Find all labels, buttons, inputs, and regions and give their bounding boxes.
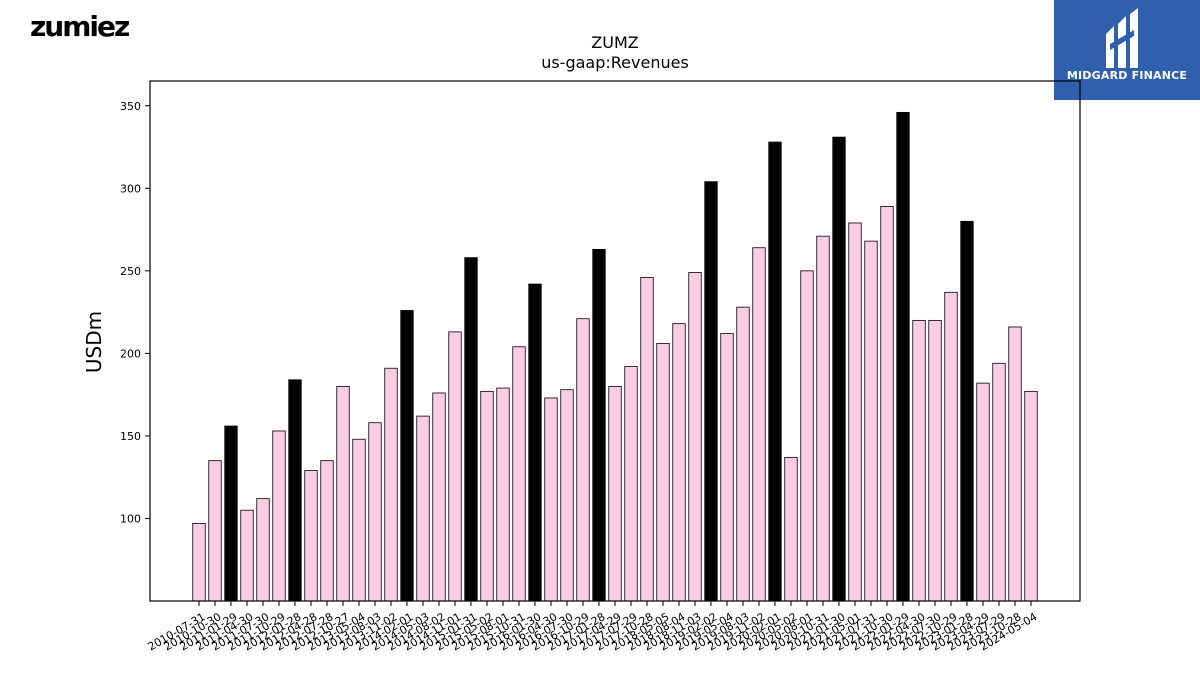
y-tick-label: 200 [120,347,141,360]
bar-2022-07-30 [928,319,942,602]
bar-2015-05-02 [480,390,494,602]
y-axis: 100 150 200 250 300 350 [120,100,150,525]
bar-2016-01-30 [528,283,542,602]
bar-2012-07-28 [320,460,334,602]
bar-2014-02-01 [400,310,414,602]
bar-2017-10-28 [640,277,654,602]
bar-2022-04-30 [912,319,926,602]
bar-2012-01-28 [288,379,302,602]
chart-title: ZUMZ [591,33,638,52]
bar-2021-07-31 [864,240,878,602]
bar-2023-07-29 [992,362,1006,602]
bar-2018-08-04 [672,323,686,602]
bar-2013-05-04 [352,438,366,602]
bar-2021-05-01 [848,222,862,602]
midgard-finance-emblem-icon [1106,8,1138,68]
bar-2023-04-29 [976,382,990,602]
bar-2011-04-30 [240,509,254,602]
bar-2013-11-02 [384,367,398,602]
bars-group [192,111,1038,602]
bar-2023-10-28 [1008,326,1022,602]
bar-2010-07-31 [192,523,206,602]
midgard-finance-logo: MIDGARD FINANCE [1054,0,1200,100]
bar-2010-10-30 [208,460,222,602]
bar-2024-05-04 [1024,390,1038,602]
bar-2021-10-30 [880,206,894,602]
x-axis: 2010-07-312010-10-302011-01-292011-04-30… [146,601,1040,653]
midgard-finance-wordmark: MIDGARD FINANCE [1066,69,1188,82]
y-tick-label: 250 [120,265,141,278]
bar-2011-10-29 [272,430,286,602]
bar-2019-02-02 [704,181,718,602]
bar-2018-05-05 [656,343,670,602]
bar-2021-01-30 [832,136,846,602]
chart-subtitle: us-gaap:Revenues [541,53,689,72]
bar-2020-08-01 [800,270,814,602]
plot-frame [149,80,1081,602]
bar-2020-02-01 [768,141,782,602]
bar-2017-01-28 [592,248,606,602]
bar-2016-04-30 [544,397,558,602]
bar-2017-07-29 [624,366,638,602]
bar-2016-10-29 [576,318,590,602]
bar-2015-10-31 [512,346,526,602]
bar-2020-05-02 [784,456,798,602]
bar-2016-07-30 [560,389,574,602]
bar-2022-01-29 [896,111,910,602]
y-axis-label: USDm [82,311,106,373]
y-tick-label: 150 [120,430,141,443]
bar-2019-05-04 [720,333,734,602]
bar-2019-11-02 [752,247,766,602]
bar-2022-10-29 [944,291,958,602]
bar-2014-08-02 [432,392,446,602]
bar-2014-11-01 [448,331,462,602]
bar-2015-08-01 [496,387,510,602]
bar-2013-08-03 [368,422,382,602]
bar-2017-04-29 [608,385,622,602]
bar-2011-07-30 [256,498,270,602]
bar-2015-01-31 [464,257,478,602]
bar-2012-04-28 [304,470,318,602]
bar-2019-08-03 [736,306,750,602]
bar-2023-01-28 [960,220,974,602]
y-tick-label: 100 [120,512,141,525]
bar-2020-10-31 [816,235,830,602]
y-tick-label: 300 [120,182,141,195]
bar-2012-10-27 [336,385,350,602]
bar-2018-11-03 [688,272,702,602]
bar-2011-01-29 [224,425,238,602]
bar-2014-05-03 [416,415,430,602]
zumiez-logo: zumiez [30,10,130,43]
y-tick-label: 350 [120,100,141,113]
